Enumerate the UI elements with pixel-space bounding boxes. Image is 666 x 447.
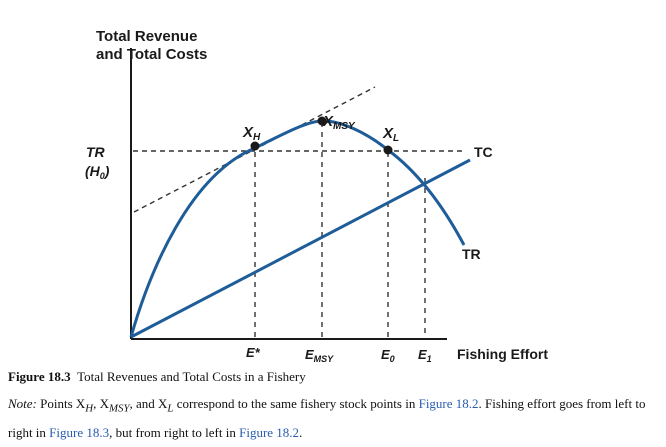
tr-curve: [129, 119, 466, 338]
point-xh: [250, 141, 260, 151]
figure-18-3-link[interactable]: Figure 18.3: [49, 424, 110, 440]
tc-label: TC: [474, 144, 493, 160]
note-label: Note:: [8, 396, 37, 411]
x-axis-label: Fishing Effort: [457, 346, 548, 362]
point-xl: [383, 145, 393, 155]
tr-level-label: TR: [86, 144, 106, 160]
tick-e-star: E*: [246, 345, 261, 360]
y-axis-title-line1: Total Revenue: [96, 28, 197, 45]
tick-e-msy: EMSY: [305, 347, 334, 364]
revenue-cost-diagram: Total Revenue and Total Costs TR (H0) XH…: [85, 28, 548, 364]
label-xh: XH: [242, 124, 261, 143]
figure-18-2-link[interactable]: Figure 18.2: [418, 396, 479, 411]
figure-title: Total Revenues and Total Costs in a Fish…: [77, 369, 306, 384]
tick-e0: E0: [381, 347, 395, 364]
label-xl: XL: [382, 125, 399, 144]
y-axis-title-line2: and Total Costs: [96, 46, 207, 63]
point-xmsy: [317, 116, 327, 126]
tick-e1: E1: [418, 347, 432, 364]
tr-curve-label: TR: [462, 246, 481, 262]
figure-label: Figure 18.3: [8, 369, 71, 384]
figure-caption: Figure 18.3 Total Revenues and Total Cos…: [8, 369, 658, 385]
label-xmsy: XMSY: [322, 113, 356, 132]
figure-18-2-link-2[interactable]: Figure 18.2: [239, 424, 300, 440]
figure-note: Note: Points XH, XMSY, and XL correspond…: [8, 396, 646, 440]
tr-level-sublabel: (H0): [85, 163, 110, 181]
tc-line: [130, 158, 471, 339]
